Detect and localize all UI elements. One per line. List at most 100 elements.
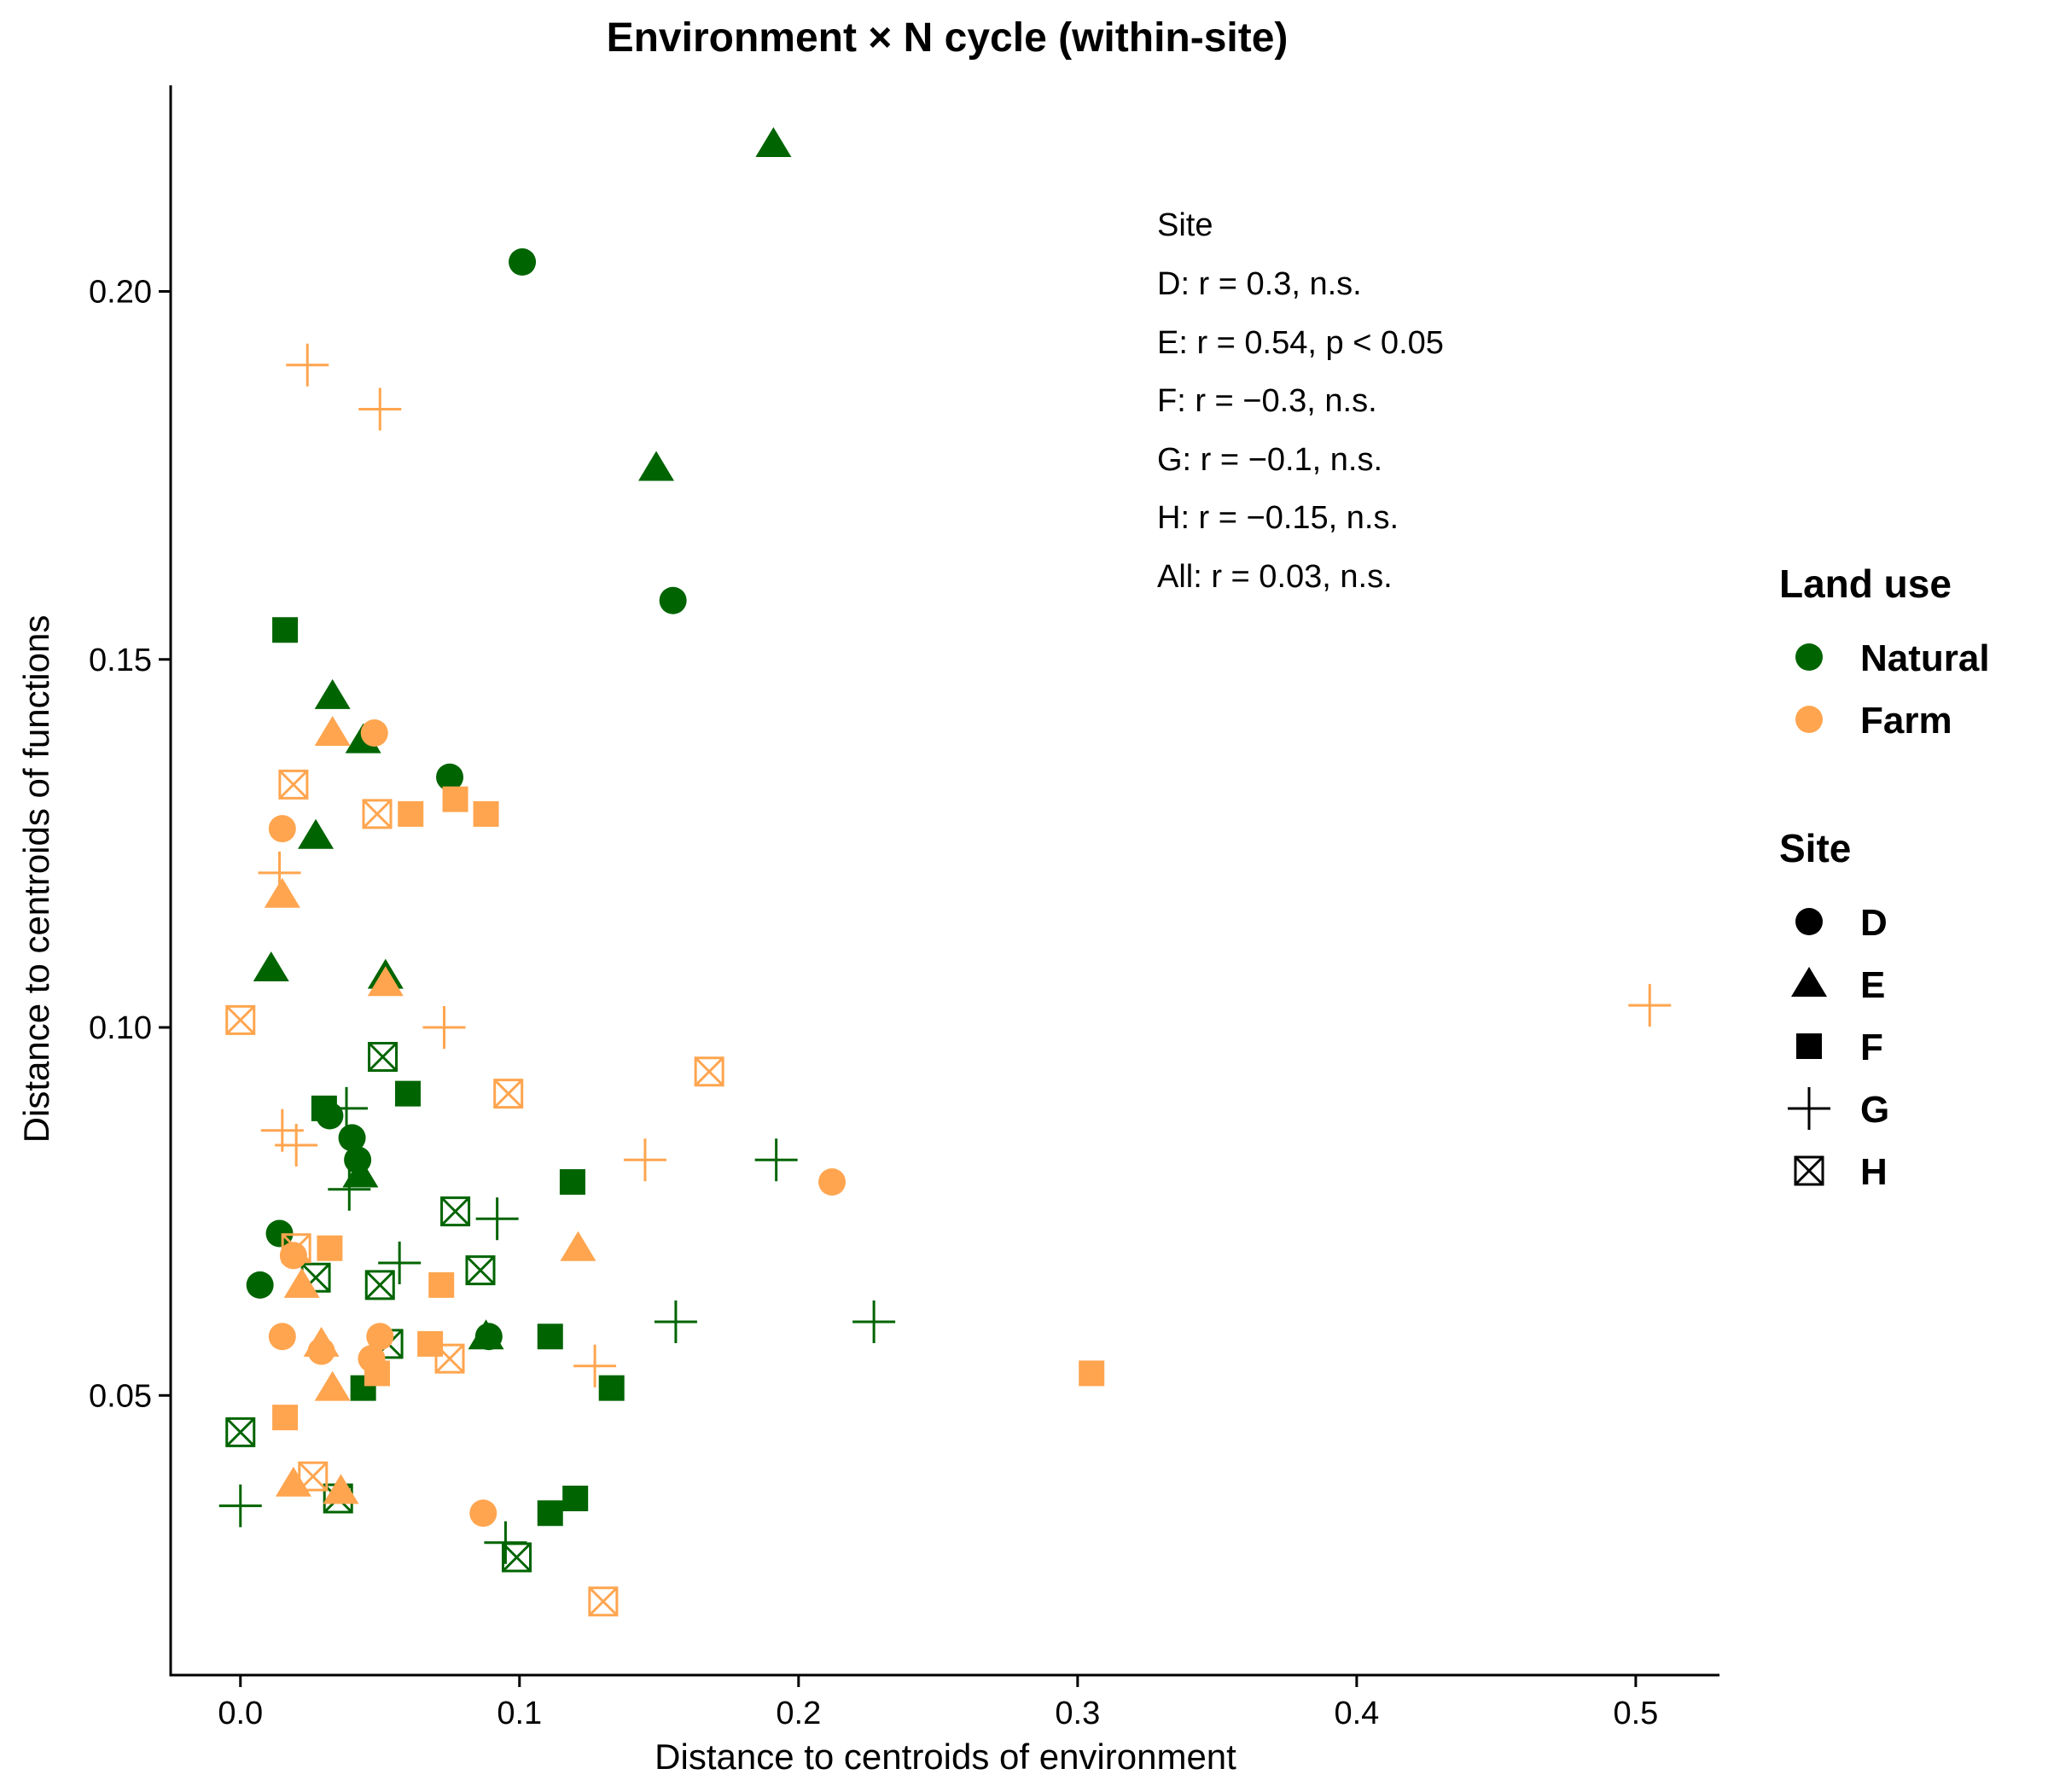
x-tick-label-4: 0.4 xyxy=(1334,1696,1379,1731)
point-farm-d-4 xyxy=(818,1168,847,1196)
correlation-annotation: Site D: r = 0.3, n.s. E: r = 0.54, p < 0… xyxy=(1157,207,1444,595)
point-natural-d-5 xyxy=(338,1124,366,1152)
point-farm-h-4 xyxy=(493,1079,524,1109)
point-farm-h-3 xyxy=(225,1004,256,1035)
legend-land-use-farm: Farm xyxy=(1795,700,1952,742)
point-farm-d-9 xyxy=(469,1499,497,1527)
point-farm-e-2 xyxy=(264,877,300,908)
point-farm-e-4 xyxy=(560,1231,596,1261)
point-farm-h-1 xyxy=(278,769,309,800)
x-tick-label-2: 0.2 xyxy=(776,1696,821,1731)
legend-site-f-label: F xyxy=(1860,1027,1883,1068)
point-farm-h-2 xyxy=(362,799,393,829)
point-farm-f-4 xyxy=(317,1235,343,1261)
legend-site-g-key xyxy=(1788,1087,1830,1130)
annotation-line-e: E: r = 0.54, p < 0.05 xyxy=(1157,325,1444,361)
legend-site-d: D xyxy=(1795,902,1888,944)
point-natural-e-8 xyxy=(342,1157,379,1188)
point-natural-g-3 xyxy=(378,1242,422,1284)
point-natural-f-5 xyxy=(537,1324,563,1350)
legend-site-e: E xyxy=(1791,964,1885,1006)
point-farm-h-7 xyxy=(434,1343,465,1374)
legend-site-h-label: H xyxy=(1860,1151,1888,1193)
point-farm-g-2 xyxy=(358,387,402,431)
annotation-title: Site xyxy=(1157,207,1213,243)
x-tick-label-3: 0.3 xyxy=(1055,1696,1100,1731)
point-natural-f-9 xyxy=(562,1486,589,1511)
legend-site-e-key xyxy=(1791,967,1827,997)
legend-site-g: G xyxy=(1788,1087,1889,1131)
legend-land-use-items: Natural Farm xyxy=(1795,637,1990,742)
y-axis-ticks: 0.05 0.10 0.15 0.20 xyxy=(89,275,171,1414)
x-axis-title: Distance to centroids of environment xyxy=(655,1737,1236,1777)
point-farm-f-5 xyxy=(428,1271,455,1298)
point-natural-d-3 xyxy=(436,763,464,791)
chart-title: Environment × N cycle (within-site) xyxy=(607,15,1289,61)
point-farm-e-7 xyxy=(314,1370,351,1401)
point-natural-f-3 xyxy=(394,1080,421,1107)
point-natural-f-8 xyxy=(537,1500,563,1527)
point-natural-e-1 xyxy=(755,127,792,157)
data-points xyxy=(218,127,1672,1617)
legend-site-e-label: E xyxy=(1860,964,1885,1006)
point-natural-h-9 xyxy=(502,1542,532,1573)
point-natural-g-5 xyxy=(754,1138,798,1182)
point-natural-g-8 xyxy=(218,1484,262,1527)
point-farm-g-3 xyxy=(258,851,301,894)
point-farm-f-3 xyxy=(473,800,499,827)
point-natural-g-6 xyxy=(654,1300,697,1343)
legend-site-title: Site xyxy=(1779,826,1851,870)
point-farm-e-3 xyxy=(367,966,404,997)
point-natural-f-4 xyxy=(559,1169,585,1196)
legend-land-use-farm-label: Farm xyxy=(1860,700,1952,742)
point-natural-g-1 xyxy=(325,1086,369,1130)
point-natural-g-4 xyxy=(475,1197,519,1241)
point-natural-f-7 xyxy=(598,1375,625,1401)
y-tick-label-3: 0.20 xyxy=(89,275,152,311)
y-tick-label-1: 0.10 xyxy=(89,1010,152,1046)
legend-site-f-key xyxy=(1796,1033,1822,1059)
point-farm-h-6 xyxy=(281,1233,311,1264)
point-farm-g-8 xyxy=(573,1344,617,1388)
point-farm-d-6 xyxy=(366,1323,394,1351)
annotation-line-g: G: r = −0.1, n.s. xyxy=(1157,442,1382,478)
point-farm-f-9 xyxy=(272,1405,299,1431)
point-farm-e-6 xyxy=(303,1326,340,1357)
x-axis-ticks: 0.0 0.1 0.2 0.3 0.4 0.5 xyxy=(218,1675,1658,1731)
point-natural-e-3 xyxy=(314,678,351,709)
plot-area: 0.0 0.1 0.2 0.3 0.4 0.5 0.05 0.10 0.15 0.20 xyxy=(89,85,1719,1731)
point-farm-e-1 xyxy=(314,716,351,746)
point-natural-d-7 xyxy=(265,1219,294,1248)
point-farm-e-9 xyxy=(323,1474,359,1504)
point-natural-h-1 xyxy=(368,1042,399,1072)
point-farm-e-5 xyxy=(283,1267,320,1298)
point-farm-d-2 xyxy=(268,815,296,843)
point-natural-f-1 xyxy=(272,617,299,643)
legend-land-use-title: Land use xyxy=(1779,561,1952,606)
point-natural-e-5 xyxy=(298,818,335,849)
point-natural-g-7 xyxy=(852,1300,896,1343)
x-tick-label-0: 0.0 xyxy=(218,1696,263,1731)
legend-site-h-key xyxy=(1794,1155,1824,1186)
point-natural-h-7 xyxy=(225,1417,256,1447)
legend-site-h: H xyxy=(1794,1151,1888,1193)
legend-site-g-label: G xyxy=(1860,1089,1889,1131)
point-natural-h-3 xyxy=(465,1255,496,1286)
legend-land-use-natural-key xyxy=(1795,643,1823,671)
legend-site-d-key xyxy=(1795,908,1823,935)
point-farm-f-2 xyxy=(442,786,468,812)
y-tick-label-0: 0.05 xyxy=(89,1378,152,1414)
legend-land-use-natural: Natural xyxy=(1795,637,1990,679)
point-natural-d-8 xyxy=(246,1271,274,1299)
point-natural-g-2 xyxy=(328,1167,371,1211)
point-farm-g-7 xyxy=(623,1138,666,1182)
annotation-line-h: H: r = −0.15, n.s. xyxy=(1157,500,1399,536)
point-farm-d-1 xyxy=(360,719,388,747)
point-farm-h-8 xyxy=(298,1461,329,1492)
point-natural-e-9 xyxy=(468,1319,504,1350)
legend-site-f: F xyxy=(1796,1027,1883,1068)
point-natural-e-2 xyxy=(638,451,675,481)
annotation-line-d: D: r = 0.3, n.s. xyxy=(1157,266,1362,302)
